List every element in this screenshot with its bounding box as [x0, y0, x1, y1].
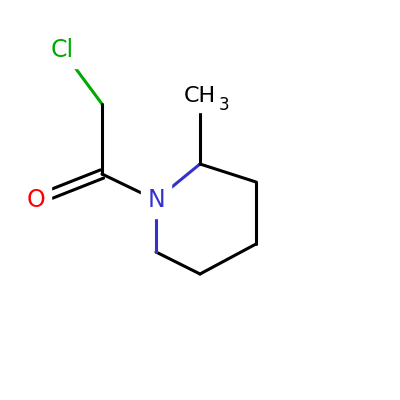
Text: O: O [27, 188, 45, 212]
Text: Cl: Cl [50, 38, 74, 62]
Text: CH: CH [184, 86, 216, 106]
Text: N: N [147, 188, 165, 212]
Text: 3: 3 [219, 96, 229, 114]
